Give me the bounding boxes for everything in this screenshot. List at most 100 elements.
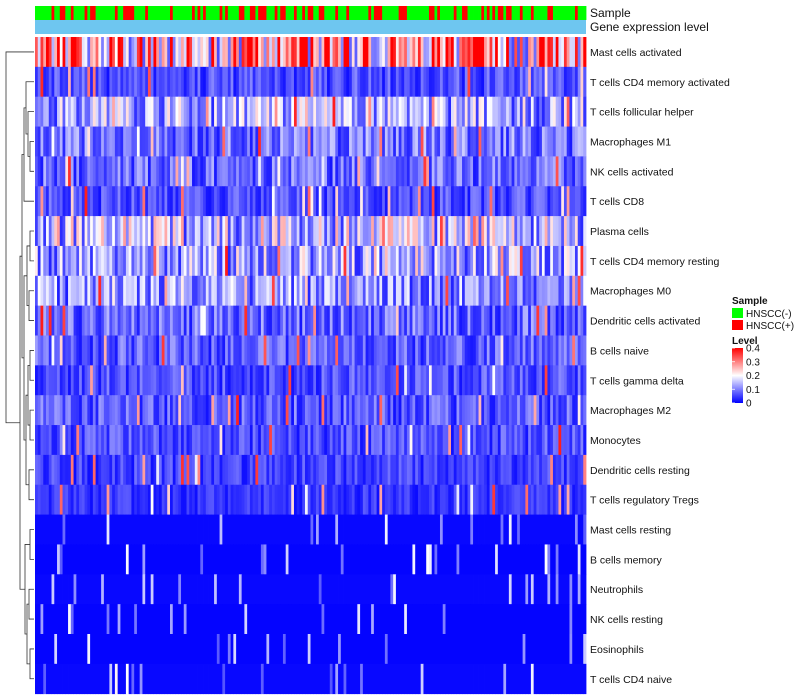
heatmap-cell (409, 574, 413, 605)
heatmap-cell (478, 335, 482, 366)
heatmap-cell (492, 365, 496, 396)
heatmap-cell (280, 305, 284, 336)
heatmap-cell (158, 216, 163, 247)
heatmap-cell (533, 634, 537, 665)
heatmap-cell (211, 395, 215, 426)
heatmap-cell (192, 37, 196, 68)
heatmap-cell (241, 574, 245, 605)
heatmap-cell (123, 634, 127, 665)
heatmap-cell (533, 663, 537, 695)
heatmap-cell (426, 454, 430, 486)
heatmap-cell (338, 156, 342, 187)
heatmap-cell (569, 245, 573, 277)
heatmap-cell (486, 245, 490, 277)
heatmap-cell (181, 544, 185, 575)
heatmap-cell (175, 156, 179, 187)
heatmap-cell (249, 425, 254, 456)
heatmap-cell (241, 275, 245, 307)
heatmap-cell (335, 275, 339, 307)
heatmap-cell (81, 335, 85, 366)
heatmap-cell (142, 425, 146, 456)
heatmap-cell (525, 37, 529, 68)
heatmap-cell (302, 186, 306, 217)
heatmap-cell (536, 454, 540, 486)
heatmap-cell (415, 126, 419, 157)
heatmap-cell (271, 484, 276, 515)
heatmap-cell (456, 186, 460, 217)
heatmap-cell (101, 365, 105, 396)
heatmap-cell (484, 365, 488, 396)
heatmap-cell (456, 663, 460, 695)
heatmap-cell (417, 604, 422, 635)
heatmap-cell (492, 514, 496, 545)
heatmap-cell (282, 454, 287, 486)
heatmap-cell (247, 454, 251, 486)
heatmap-cell (481, 156, 485, 187)
heatmap-cell (302, 395, 306, 426)
heatmap-cell (439, 96, 444, 127)
heatmap-cell (415, 365, 419, 396)
heatmap-cell (302, 514, 306, 545)
heatmap-cell (533, 544, 537, 575)
row-label: NK cells resting (590, 614, 663, 626)
heatmap-cell (271, 395, 276, 426)
heatmap-cell (343, 365, 347, 396)
heatmap-cell (428, 37, 433, 68)
heatmap-cell (541, 156, 546, 187)
heatmap-cell (57, 96, 61, 127)
heatmap-cell (219, 425, 223, 456)
heatmap-cell (241, 604, 245, 635)
heatmap-cell (492, 634, 496, 665)
sample-annotation-cell (519, 6, 524, 20)
heatmap-cell (412, 544, 416, 575)
heatmap-cell (197, 484, 201, 515)
heatmap-cell (459, 156, 463, 187)
sample-annotation-cell (90, 6, 94, 20)
heatmap-cell (219, 335, 223, 366)
heatmap-cell (271, 305, 276, 336)
heatmap-cell (183, 96, 187, 127)
heatmap-cell (277, 484, 281, 515)
heatmap-cell (340, 126, 344, 157)
heatmap-cell (40, 37, 44, 68)
heatmap-cell (156, 66, 160, 98)
heatmap-cell (395, 574, 400, 605)
heatmap-cell (51, 365, 55, 396)
heatmap-cell (266, 484, 270, 515)
heatmap-cell (398, 484, 402, 515)
heatmap-cell (150, 634, 154, 665)
heatmap-cell (263, 395, 267, 426)
heatmap-cell (583, 37, 587, 68)
heatmap-cell (211, 454, 215, 486)
heatmap-cell (384, 245, 389, 277)
heatmap-cell (324, 634, 328, 665)
heatmap-cell (470, 96, 474, 127)
heatmap-cell (500, 37, 504, 68)
heatmap-cell (90, 335, 94, 366)
heatmap-cell (492, 66, 496, 98)
legend-level-colorbar (732, 348, 743, 403)
heatmap-cell (522, 156, 526, 187)
heatmap-cell (194, 663, 198, 695)
heatmap-cell (277, 454, 281, 486)
heatmap-cell (489, 574, 493, 605)
heatmap-cell (459, 96, 463, 127)
heatmap-cell (158, 245, 163, 277)
sample-annotation-cell (109, 6, 113, 20)
heatmap-cell (473, 604, 477, 635)
heatmap-cell (401, 305, 405, 336)
heatmap-cell (214, 245, 218, 277)
heatmap-cell (327, 96, 331, 127)
heatmap-cell (51, 425, 55, 456)
heatmap-cell (406, 604, 411, 635)
heatmap-cell (92, 275, 97, 307)
heatmap-cell (117, 186, 121, 217)
heatmap-cell (382, 514, 386, 545)
heatmap-cell (120, 574, 124, 605)
legend-level-tick-label: 0.3 (746, 357, 760, 368)
heatmap-cell (423, 275, 427, 307)
heatmap-cell (550, 305, 554, 336)
heatmap-cell (156, 126, 160, 157)
heatmap-cell (205, 544, 209, 575)
heatmap-cell (211, 275, 215, 307)
